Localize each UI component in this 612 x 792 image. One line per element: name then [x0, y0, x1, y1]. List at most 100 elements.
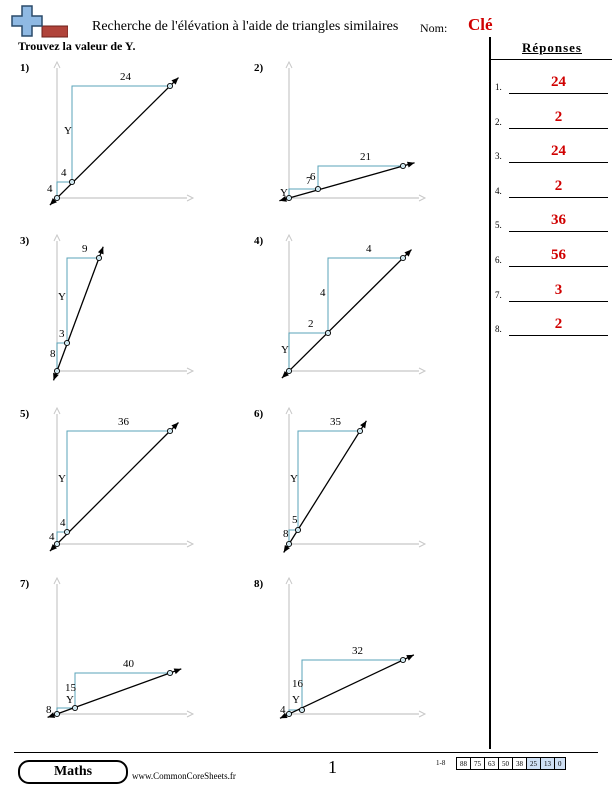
measure-label-small-rise: 8: [50, 348, 56, 360]
measure-label-big-rise: Y: [58, 291, 66, 303]
line-arrow-end-icon: [407, 161, 415, 168]
point-marker: [71, 704, 79, 712]
answer-value: 2: [554, 108, 563, 125]
point-marker: [53, 194, 61, 202]
x-axis-arrow-icon: [186, 710, 195, 718]
similar-triangles-diagram: Y 2 4 4: [281, 233, 427, 379]
measure-label-small-run: 4: [280, 704, 286, 716]
answer-line: [509, 196, 608, 198]
score-cell: 0: [554, 757, 566, 770]
measure-label-small-run: Y: [280, 187, 288, 199]
answer-row: 6. 56: [495, 245, 610, 267]
score-cell: 25: [526, 757, 541, 770]
measure-label-big-run: 40: [123, 658, 135, 670]
problem-number: 7): [20, 578, 30, 590]
answer-row: 1. 24: [495, 72, 610, 94]
score-cell: 38: [512, 757, 527, 770]
line-arrow-end-icon: [97, 246, 104, 255]
measure-label-small-rise: 4: [47, 183, 53, 195]
y-axis-arrow-icon: [285, 576, 293, 585]
point-marker: [285, 367, 293, 375]
answer-value: 36: [551, 212, 566, 229]
large-triangle-legs: [301, 659, 403, 710]
measure-label-big-rise: Y: [290, 473, 298, 485]
measure-label-big-rise: 16: [292, 678, 304, 690]
point-marker: [356, 427, 364, 435]
answer-number: 1.: [495, 82, 502, 92]
measure-label-small-run: 2: [308, 318, 314, 330]
answer-value: 3: [554, 281, 563, 298]
x-axis-arrow-icon: [418, 710, 427, 718]
answer-row: 8. 2: [495, 314, 610, 337]
line-arrow-end-icon: [173, 668, 182, 675]
measure-label-small-rise: Y: [66, 694, 74, 706]
answer-line: [509, 231, 608, 233]
name-label: Nom:: [420, 21, 448, 35]
point-marker: [53, 540, 61, 548]
x-axis-arrow-icon: [186, 540, 195, 548]
measure-label-big-run: 24: [120, 71, 132, 83]
point-marker: [399, 162, 407, 170]
measure-label-big-rise: 6: [310, 171, 316, 183]
measure-label-small-run: 8: [46, 704, 52, 716]
answer-value: 56: [551, 247, 566, 263]
problem-5: 5) 4 4 36 Y: [20, 406, 200, 568]
problem-number: 6): [254, 408, 264, 420]
problem-8: 8) Y 4 32 16: [254, 576, 434, 738]
point-marker: [53, 367, 61, 375]
subject-badge: Maths: [18, 760, 128, 784]
measure-label-big-run: 32: [352, 645, 363, 657]
x-axis-arrow-icon: [418, 367, 427, 375]
line-arrow-end-icon: [404, 249, 412, 257]
measure-label-small-rise: Y: [281, 344, 289, 356]
point-marker: [63, 528, 71, 536]
problem-3: 3) 8 3 9 Y: [20, 233, 200, 395]
point-marker: [166, 427, 174, 435]
line-arrow-end-icon: [406, 654, 414, 661]
problem-2: 2) 7 Y 21 6: [254, 60, 434, 222]
large-triangle-legs: [74, 672, 170, 708]
similar-triangles-diagram: Y4 32 16: [279, 576, 427, 719]
plus-ruler-icon: [6, 4, 69, 38]
point-marker: [399, 656, 407, 664]
problem-number: 1): [20, 62, 30, 74]
x-axis-arrow-icon: [418, 540, 427, 548]
large-triangle-legs: [71, 85, 170, 182]
measure-label-big-run: 35: [330, 416, 342, 428]
problem-number: 3): [20, 235, 30, 247]
measure-label-big-rise: 15: [65, 682, 77, 694]
score-cell: 63: [484, 757, 499, 770]
slope-line: [283, 420, 367, 553]
point-marker: [68, 178, 76, 186]
y-axis-arrow-icon: [53, 406, 61, 415]
answer-row: 2. 2: [495, 107, 610, 129]
answer-number: 3.: [495, 151, 502, 162]
measure-label-small-rise: 4: [49, 531, 55, 543]
answer-line: [509, 93, 608, 94]
answer-column-divider: [489, 37, 491, 749]
score-cell: 88: [456, 757, 471, 770]
site-url[interactable]: www.CommonCoreSheets.fr: [132, 771, 236, 781]
line-arrow-end-icon: [171, 77, 179, 85]
measure-label-small-rise: 8: [283, 528, 289, 540]
point-marker: [399, 254, 407, 262]
line-arrow-start-icon: [281, 370, 289, 379]
point-marker: [298, 706, 306, 714]
page-number: 1: [328, 757, 337, 777]
slope-line: [281, 249, 412, 379]
point-marker: [324, 329, 332, 337]
answer-line: [509, 127, 608, 129]
line-arrow-start-icon: [53, 372, 59, 381]
score-range-label: 1-8: [436, 759, 446, 767]
line-arrow-start-icon: [49, 544, 57, 552]
measure-label-small-run: 4: [60, 517, 66, 529]
large-triangle-legs: [66, 257, 99, 343]
small-triangle-legs: [288, 332, 328, 371]
problem-number: 5): [20, 408, 30, 420]
answer-row: 3. 24: [495, 141, 610, 164]
score-cell: 13: [540, 757, 555, 770]
x-axis-arrow-icon: [418, 194, 427, 202]
footer-rule: [14, 752, 598, 753]
answer-value: 24: [551, 74, 566, 90]
answer-line: [509, 300, 608, 302]
